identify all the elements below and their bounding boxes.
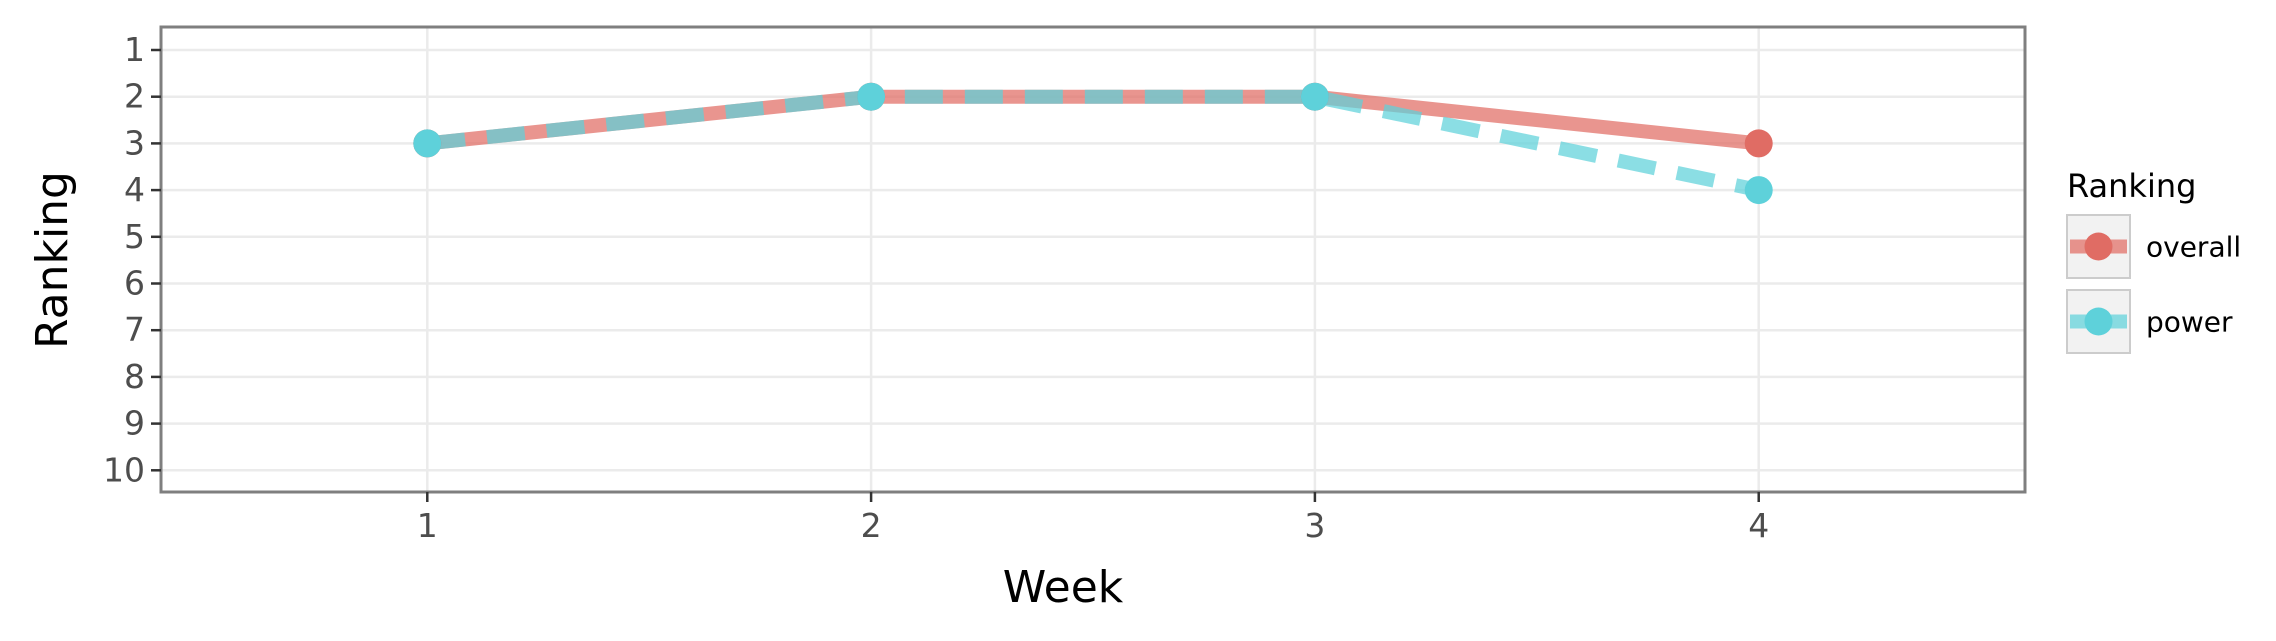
plot-panel — [161, 27, 2025, 492]
legend-key-marker — [2084, 307, 2113, 336]
x-tick-label: 4 — [1748, 506, 1769, 545]
legend: Ranking overall power — [2066, 167, 2241, 354]
legend-label: power — [2146, 306, 2233, 339]
series-line-power — [426, 89, 1761, 197]
series-points — [413, 82, 1773, 205]
y-tick-label: 4 — [124, 170, 145, 209]
legend-title: Ranking — [2067, 167, 2196, 205]
y-tick-label: 9 — [124, 404, 145, 443]
y-tick-label: 3 — [124, 123, 145, 162]
x-axis-title: Week — [1003, 562, 1124, 613]
y-tick-label: 1 — [124, 30, 145, 69]
y-axis-title: Ranking — [27, 171, 78, 349]
y-tick-label: 10 — [103, 450, 145, 489]
legend-items: overall power — [2066, 214, 2241, 354]
x-tick-label: 1 — [417, 506, 438, 545]
axis-ticks: 1 2 3 4 5 6 7 8 9 10 1 2 3 4 — [103, 30, 1769, 545]
data-point-overall — [1744, 129, 1773, 158]
legend-label: overall — [2146, 231, 2241, 264]
y-tick-label: 2 — [124, 77, 145, 116]
plot-border — [159, 25, 2027, 494]
x-tick-label: 2 — [861, 506, 882, 545]
data-point-power — [1300, 82, 1329, 111]
series-lines — [426, 89, 1761, 197]
y-tick-label: 8 — [124, 357, 145, 396]
legend-key-marker — [2084, 232, 2113, 261]
data-point-power — [857, 82, 886, 111]
y-tick-label: 6 — [124, 264, 145, 303]
y-tick-label: 5 — [124, 217, 145, 256]
y-tick-label: 7 — [124, 310, 145, 349]
data-point-power — [413, 129, 442, 158]
x-tick-label: 3 — [1304, 506, 1325, 545]
data-point-power — [1744, 176, 1773, 205]
